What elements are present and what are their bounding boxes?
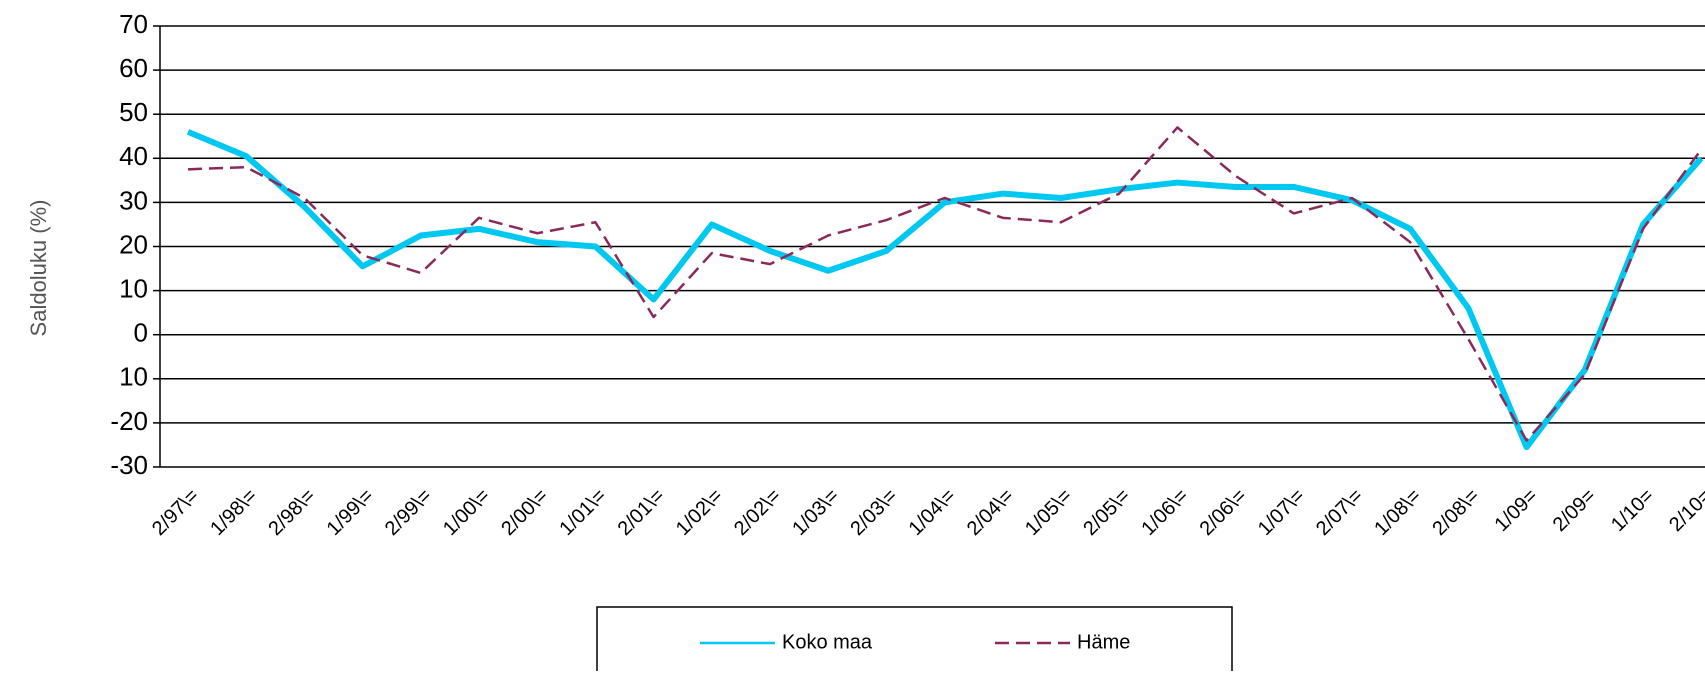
x-tick-label: 2/05\= (1079, 485, 1134, 540)
legend-box (596, 606, 1233, 676)
line-series (187, 126, 1703, 442)
y-tick-label: 50 (119, 97, 148, 127)
x-tick-label: 2/01\= (614, 485, 669, 540)
x-tick-label: 2/09= (1549, 485, 1600, 536)
x-tick-label: 2/08\= (1428, 485, 1483, 540)
y-tick-label: 40 (119, 141, 148, 171)
y-tick-label: 0 (134, 318, 148, 348)
x-tick-label: 1/10= (1607, 485, 1658, 536)
y-tick-label: 60 (119, 53, 148, 83)
y-tick-label: 20 (119, 229, 148, 259)
x-tick-label: 2/10= (1665, 485, 1705, 536)
y-tick-label: -30 (110, 450, 148, 480)
legend-label: Koko maa (782, 631, 873, 653)
x-tick-label: 1/03\= (788, 485, 843, 540)
x-tick-label: 2/07\= (1312, 485, 1367, 540)
x-tick-label: 2/98\= (264, 485, 319, 540)
x-tick-label: 1/07\= (1254, 485, 1309, 540)
x-tick-label: 2/06\= (1196, 485, 1251, 540)
line-series (186, 129, 1704, 451)
x-tick-label: 1/08\= (1370, 485, 1425, 540)
x-tick-label: 1/00\= (439, 485, 494, 540)
x-tick-label: 1/98\= (206, 485, 261, 540)
x-tick-label: 2/00\= (497, 485, 552, 540)
x-tick-label: 2/03\= (846, 485, 901, 540)
x-tick-label: 2/97\= (148, 485, 203, 540)
x-tick-label: 2/04\= (963, 485, 1018, 540)
x-tick-label: 1/02\= (672, 485, 727, 540)
x-tick-label: 1/06\= (1137, 485, 1192, 540)
x-tick-label: 1/01\= (555, 485, 610, 540)
y-tick-label: 70 (119, 9, 148, 39)
x-tick-label: 2/02\= (730, 485, 785, 540)
y-tick-label: -20 (110, 406, 148, 436)
y-tick-label: 10 (119, 362, 148, 392)
y-tick-label: 10 (119, 273, 148, 303)
y-tick-label: 30 (119, 185, 148, 215)
x-tick-label: 1/09= (1491, 485, 1542, 536)
x-tick-label: 1/05\= (1021, 485, 1076, 540)
x-tick-label: 1/04\= (905, 485, 960, 540)
x-tick-label: 1/99\= (323, 485, 378, 540)
legend-label: Häme (1077, 631, 1130, 653)
x-tick-label: 2/99\= (381, 485, 436, 540)
y-axis-title: Saldoluku (%) (26, 200, 51, 337)
